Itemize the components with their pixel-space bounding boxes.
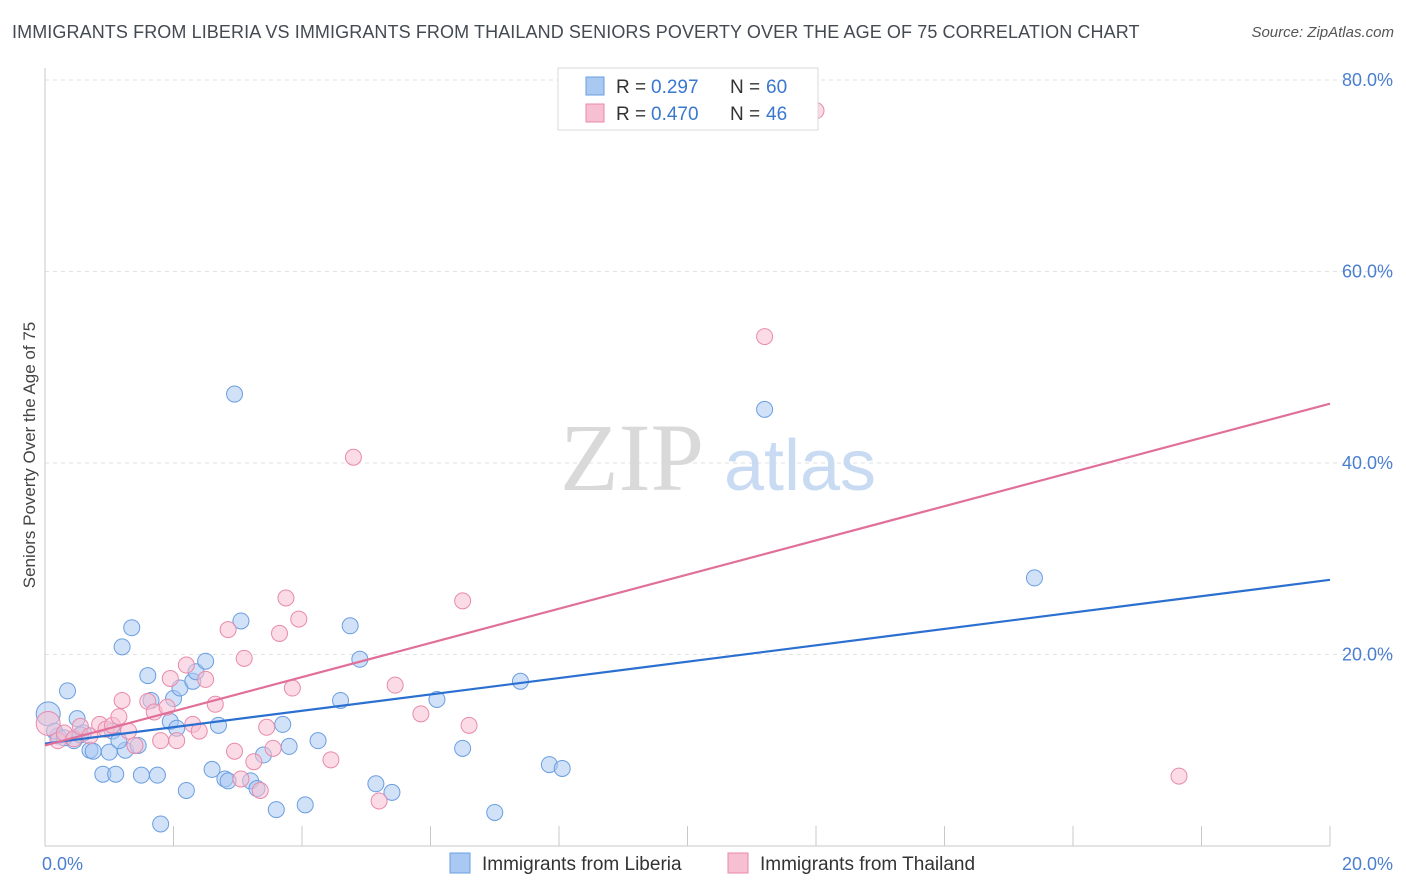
y-tick-label-2: 60.0% [1342, 262, 1393, 282]
point-thailand-36 [322, 751, 340, 769]
point-liberia-46 [367, 775, 385, 793]
trend-lines [44, 402, 1331, 747]
point-liberia-29 [203, 760, 221, 778]
point-thailand-42 [460, 716, 478, 734]
point-thailand-9 [110, 708, 128, 726]
legend-n-value-0: 60 [766, 77, 787, 98]
legend-r-label-1: R = [616, 104, 646, 125]
point-thailand-15 [152, 732, 170, 750]
trend-line-liberia [44, 578, 1331, 745]
point-thailand-27 [235, 649, 253, 667]
source-label: Source: ZipAtlas.com [1251, 24, 1394, 41]
point-thailand-22 [197, 670, 215, 688]
point-liberia-55 [1025, 569, 1043, 587]
point-liberia-14 [123, 619, 141, 637]
point-thailand-34 [283, 679, 301, 697]
point-liberia-47 [383, 783, 401, 801]
point-thailand-25 [226, 742, 244, 760]
point-liberia-2 [58, 682, 76, 700]
point-liberia-33 [226, 385, 244, 403]
point-thailand-37 [344, 448, 362, 466]
point-liberia-7 [84, 742, 102, 760]
point-liberia-16 [132, 766, 150, 784]
point-thailand-24 [219, 621, 237, 639]
chart-title: IMMIGRANTS FROM LIBERIA VS IMMIGRANTS FR… [12, 22, 1140, 42]
point-liberia-12 [113, 638, 131, 656]
point-liberia-11 [107, 765, 125, 783]
point-liberia-54 [756, 400, 774, 418]
point-thailand-40 [412, 705, 430, 723]
legend-n-label-1: N = [730, 104, 760, 125]
point-liberia-53 [553, 759, 571, 777]
point-thailand-39 [386, 676, 404, 694]
bottom-legend-label-liberia: Immigrants from Liberia [482, 854, 682, 875]
point-thailand-12 [126, 736, 144, 754]
watermark-zip: ZIP [560, 404, 704, 511]
point-thailand-26 [232, 770, 250, 788]
point-liberia-41 [296, 796, 314, 814]
bottom-legend-label-thailand: Immigrants from Thailand [760, 854, 975, 875]
point-liberia-40 [280, 737, 298, 755]
point-liberia-19 [148, 766, 166, 784]
point-thailand-38 [370, 792, 388, 810]
point-liberia-38 [267, 801, 285, 819]
point-liberia-28 [197, 652, 215, 670]
point-thailand-33 [277, 589, 295, 607]
legend-r-value-1: 0.470 [651, 104, 699, 125]
bottom-legend-swatch-liberia [449, 852, 471, 874]
legend-swatch-liberia [585, 76, 605, 96]
legend-n-label-0: N = [730, 77, 760, 98]
trend-line-thailand [44, 402, 1331, 747]
legend-r-label-0: R = [616, 77, 646, 98]
point-liberia-34 [232, 612, 250, 630]
point-liberia-39 [274, 715, 292, 733]
bottom-legend-swatch-thailand [727, 852, 749, 874]
point-thailand-17 [161, 669, 179, 687]
point-liberia-42 [309, 732, 327, 750]
watermark: ZIP atlas [560, 404, 876, 511]
point-thailand-28 [245, 753, 263, 771]
x-tick-label-0: 0.0% [42, 854, 83, 874]
y-tick-label-0: 20.0% [1342, 645, 1393, 665]
grid-lines [45, 79, 1392, 655]
point-liberia-50 [486, 803, 504, 821]
point-thailand-0 [35, 710, 61, 736]
point-thailand-29 [251, 781, 269, 799]
watermark-atlas: atlas [724, 426, 876, 506]
point-thailand-19 [177, 656, 195, 674]
point-liberia-17 [139, 667, 157, 685]
point-thailand-18 [168, 732, 186, 750]
top-legend: R = 0.297 N = 60 R = 0.470 N = 46 [557, 67, 819, 131]
x-tick-label-1: 20.0% [1342, 854, 1393, 874]
point-liberia-44 [341, 617, 359, 635]
series-liberia-points [35, 385, 1043, 833]
point-thailand-10 [113, 691, 131, 709]
y-axis-label: Seniors Poverty Over the Age of 75 [20, 322, 39, 588]
point-thailand-30 [258, 718, 276, 736]
bottom-legend: Immigrants from Liberia Immigrants from … [449, 852, 975, 875]
point-liberia-25 [177, 781, 195, 799]
y-tick-label-3: 80.0% [1342, 70, 1393, 90]
point-thailand-32 [271, 624, 289, 642]
legend-r-value-0: 0.297 [651, 77, 699, 98]
legend-n-value-1: 46 [766, 104, 787, 125]
point-thailand-41 [454, 592, 472, 610]
y-tick-label-1: 40.0% [1342, 453, 1393, 473]
point-thailand-45 [1170, 767, 1188, 785]
point-liberia-48 [428, 691, 446, 709]
point-liberia-20 [152, 815, 170, 833]
y-tick-labels: 20.0% 40.0% 60.0% 80.0% [1342, 70, 1393, 665]
point-thailand-35 [290, 610, 308, 628]
legend-swatch-thailand [585, 103, 605, 123]
point-thailand-44 [756, 328, 774, 346]
x-tick-labels: 0.0% 20.0% [42, 854, 1393, 874]
series-thailand-points [35, 102, 1188, 810]
point-thailand-31 [264, 739, 282, 757]
point-liberia-49 [454, 739, 472, 757]
